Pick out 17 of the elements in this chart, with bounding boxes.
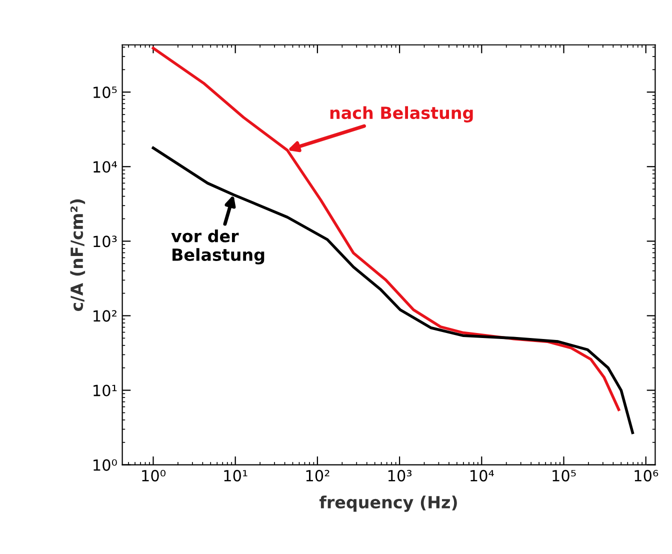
y-tick-label: 10⁵ (94, 86, 117, 98)
y-tick-label: 10¹ (94, 384, 117, 396)
y-tick-label: 10³ (94, 236, 117, 248)
x-tick-label: 10³ (388, 470, 412, 482)
x-tick-label: 10⁶ (634, 470, 658, 482)
annotation: vor der Belastung (171, 229, 264, 264)
y-tick-label: 10² (94, 310, 116, 322)
x-tick-label: 10⁴ (470, 470, 494, 482)
x-tick-label: 10⁵ (552, 470, 576, 482)
y-tick-label: 10⁴ (94, 161, 117, 173)
x-axis-title: frequency (Hz) (319, 496, 457, 512)
annotation: nach Belastung (330, 106, 473, 122)
x-tick-label: 10² (306, 470, 330, 482)
x-tick-label: 10¹ (224, 470, 248, 482)
x-tick-label: 10⁰ (142, 470, 166, 482)
y-axis-title: c/A (nF/cm²) (70, 199, 86, 312)
y-tick-label: 10⁰ (94, 459, 117, 471)
